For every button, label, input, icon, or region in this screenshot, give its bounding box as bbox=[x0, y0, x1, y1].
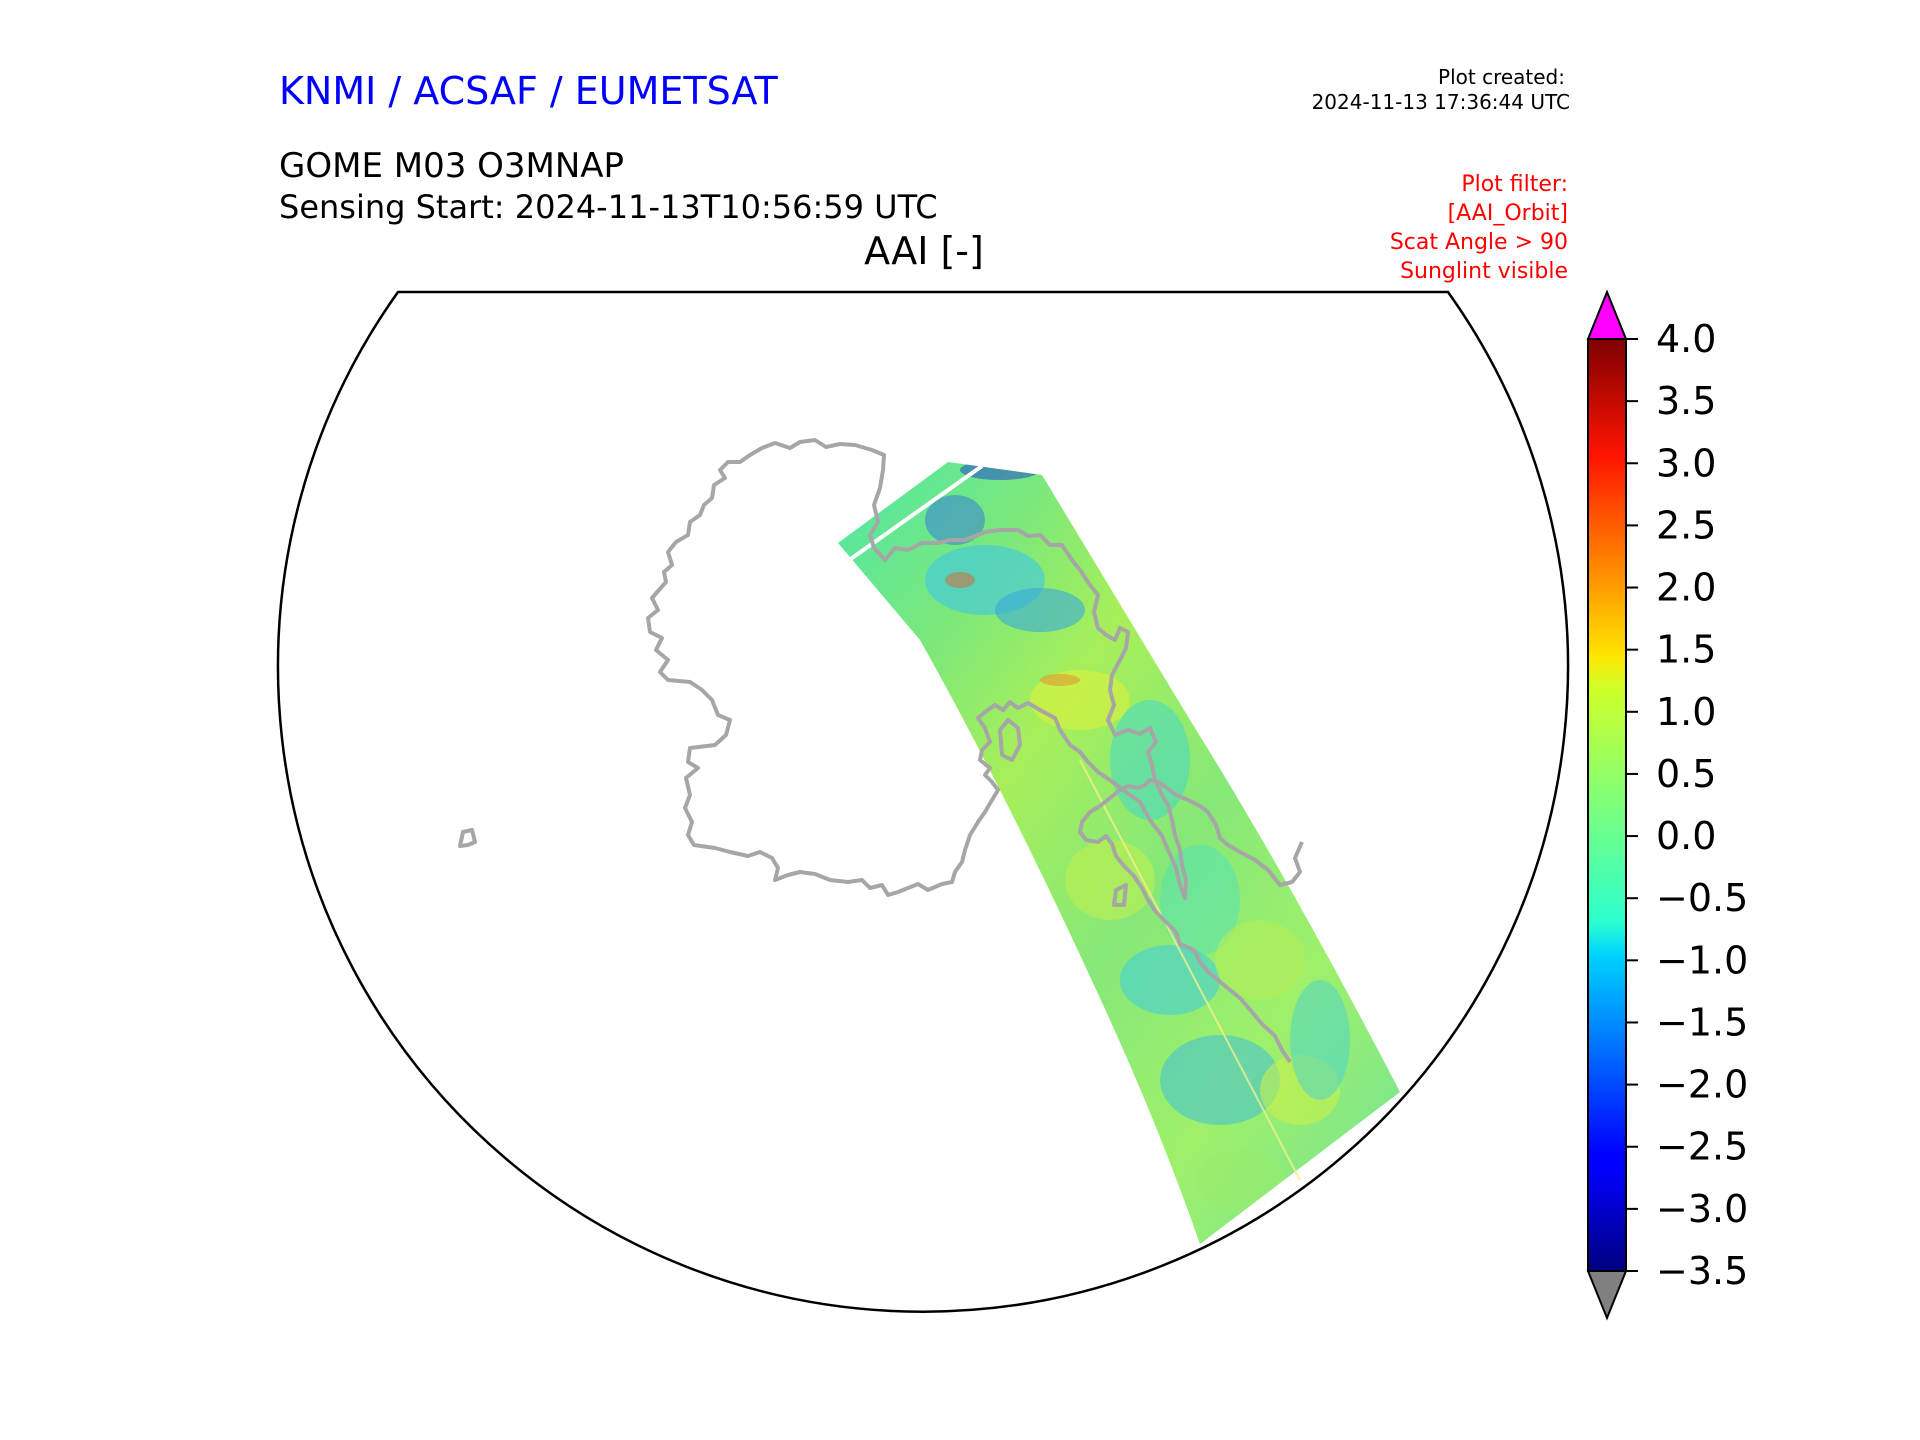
colorbar-tick-label: 4.0 bbox=[1656, 317, 1716, 361]
variable-title: AAI [-] bbox=[864, 229, 984, 273]
colorbar-under-triangle bbox=[1586, 1270, 1628, 1321]
satellite-swath bbox=[838, 462, 1400, 1244]
coastline-antarctica bbox=[458, 438, 1188, 907]
coastline-south-america bbox=[1078, 778, 1304, 1064]
colorbar-ticks: 4.0 3.5 3.0 2.5 2.0 1.5 1.0 0.5 0.0 −0.5 −1.0 −1.5 −… bbox=[1626, 317, 1748, 1293]
colorbar-tick-label: −2.5 bbox=[1656, 1125, 1748, 1169]
colorbar-tick-label: −0.5 bbox=[1656, 876, 1748, 920]
product-title: GOME M03 O3MNAP bbox=[279, 146, 624, 186]
filter-item: Scat Angle > 90 bbox=[1390, 230, 1568, 255]
filter-item: [AAI_Orbit] bbox=[1448, 201, 1568, 226]
colorbar-tick-label: 2.5 bbox=[1656, 503, 1716, 547]
sensing-start: Sensing Start: 2024-11-13T10:56:59 UTC bbox=[279, 188, 938, 226]
colorbar-tick-label: −1.5 bbox=[1656, 1000, 1748, 1044]
colorbar-tick-label: 0.5 bbox=[1656, 752, 1716, 796]
colorbar-tick-label: −1.0 bbox=[1656, 938, 1748, 982]
plot-created-time: 2024-11-13 17:36:44 UTC bbox=[1312, 90, 1570, 114]
map-boundary bbox=[276, 290, 1570, 1313]
colorbar-tick-label: 1.5 bbox=[1656, 628, 1716, 672]
colorbar-tick-label: −3.5 bbox=[1656, 1249, 1748, 1293]
colorbar-tick-label: 3.0 bbox=[1656, 441, 1716, 485]
colorbar-tick-label: 3.5 bbox=[1656, 379, 1716, 423]
colorbar-gradient bbox=[1588, 339, 1626, 1271]
colorbar-over-triangle bbox=[1586, 289, 1628, 340]
organization-title: KNMI / ACSAF / EUMETSAT bbox=[279, 69, 779, 113]
colorbar-tick-label: −3.0 bbox=[1656, 1187, 1748, 1231]
plot-created-label: Plot created: bbox=[1438, 65, 1565, 89]
colorbar: 4.0 3.5 3.0 2.5 2.0 1.5 1.0 0.5 0.0 −0.5 −1.0 −1.5 −… bbox=[1586, 289, 1748, 1321]
colorbar-tick-label: −2.0 bbox=[1656, 1063, 1748, 1107]
colorbar-tick-label: 2.0 bbox=[1656, 566, 1716, 610]
filter-item: Sunglint visible bbox=[1400, 259, 1568, 284]
map-area bbox=[278, 292, 1568, 1312]
filter-title: Plot filter: bbox=[1461, 172, 1568, 197]
colorbar-tick-label: 0.0 bbox=[1656, 814, 1716, 858]
colorbar-tick-label: 1.0 bbox=[1656, 690, 1716, 734]
